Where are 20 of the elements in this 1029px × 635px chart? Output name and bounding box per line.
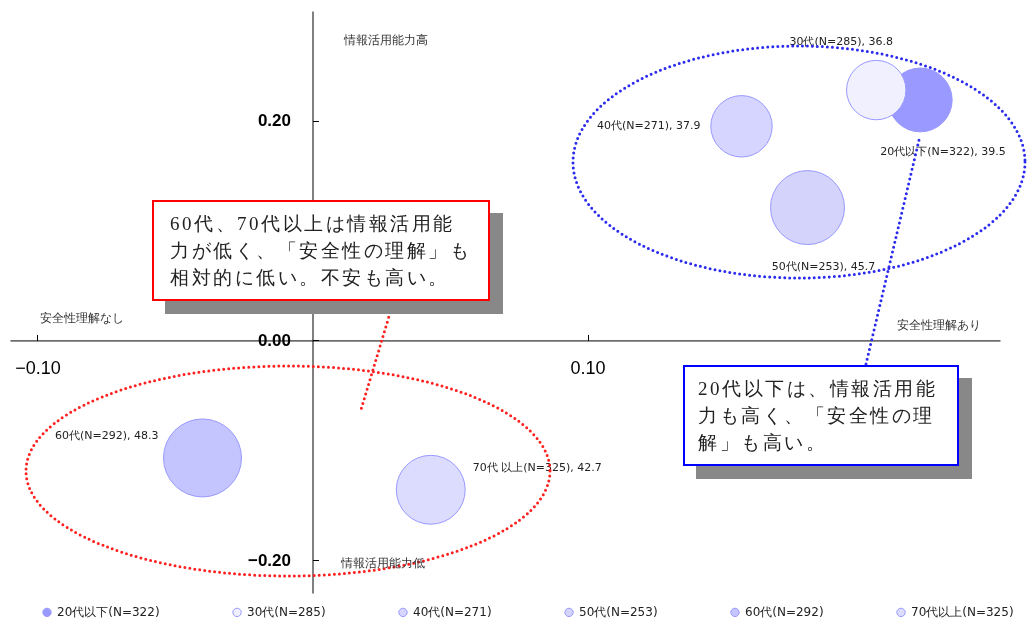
annotation: 情報活用能力高: [344, 33, 428, 47]
x-tick-label: −0.10: [15, 357, 61, 378]
legend-label: 60代(N=292): [745, 605, 824, 620]
legend-label: 30代(N=285): [247, 605, 326, 620]
annotation: 安全性理解あり: [897, 318, 981, 332]
annotation: 60代、70代以上は情報活用能力が低く、「安全性の理解」も相対的に低い。不安も高い。: [170, 213, 471, 288]
annotation: 20代以下は、情報活用能力も高く、「安全性の理解」も高い。: [698, 378, 937, 453]
data-label: 30代(N=285), 36.8: [789, 35, 894, 49]
x-tick-label: 0.10: [570, 357, 606, 378]
legend-label: 70代以上(N=325): [911, 605, 1014, 620]
legend-label: 20代以下(N=322): [57, 605, 160, 620]
annotation: 安全性理解なし: [40, 311, 124, 325]
data-label: 70代 以上(N=325), 42.7: [472, 460, 602, 474]
data-label: 50代(N=253), 45.7: [771, 259, 876, 273]
data-label: 60代(N=292), 48.3: [54, 428, 159, 442]
legend-label: 50代(N=253): [579, 605, 658, 620]
y-tick-label: 0.20: [257, 111, 291, 131]
y-tick-label: −0.20: [247, 550, 291, 570]
legend-label: 40代(N=271): [413, 605, 492, 620]
data-label: 40代(N=271), 37.9: [596, 119, 701, 133]
